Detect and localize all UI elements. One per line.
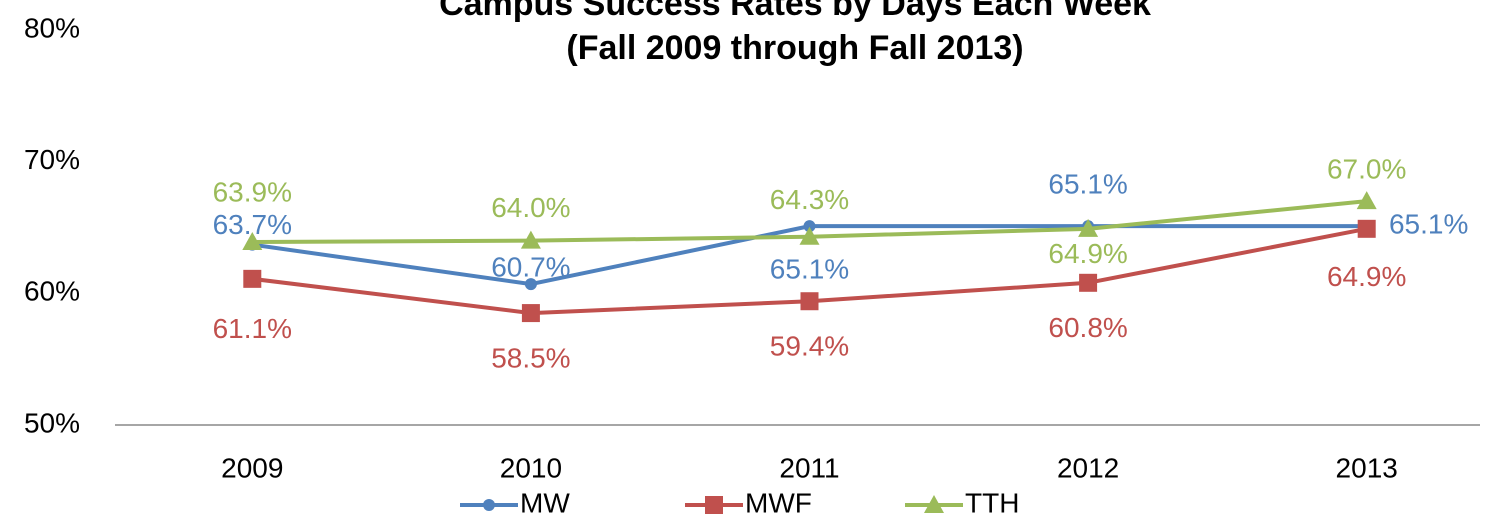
marker <box>803 220 816 233</box>
x-tick-label: 2010 <box>500 452 562 483</box>
data-label: 65.1% <box>1389 209 1468 240</box>
y-tick-label: 50% <box>24 407 80 438</box>
data-label: 64.0% <box>491 192 570 223</box>
x-tick-label: 2009 <box>221 452 283 483</box>
marker <box>1357 219 1376 238</box>
marker <box>705 496 723 514</box>
marker <box>483 499 495 511</box>
x-tick-label: 2012 <box>1057 452 1119 483</box>
legend-label: TTH <box>965 487 1019 518</box>
data-label: 59.4% <box>770 331 849 362</box>
data-label: 58.5% <box>491 342 570 373</box>
marker <box>1356 191 1377 210</box>
legend-label: MWF <box>745 487 812 518</box>
data-label: 64.9% <box>1327 261 1406 292</box>
chart-subtitle: (Fall 2009 through Fall 2013) <box>566 29 1023 67</box>
y-tick-label: 60% <box>24 276 80 307</box>
chart-title: Campus Success Rates by Days Each Week <box>439 0 1151 23</box>
data-label: 61.1% <box>213 313 292 344</box>
data-label: 63.9% <box>213 176 292 207</box>
marker <box>800 292 819 311</box>
marker <box>924 495 944 513</box>
marker <box>1079 273 1098 292</box>
data-label: 65.1% <box>1048 169 1127 200</box>
data-label: 64.9% <box>1048 238 1127 269</box>
marker <box>799 226 820 245</box>
x-tick-label: 2013 <box>1336 452 1398 483</box>
marker <box>243 269 262 288</box>
data-label: 60.7% <box>491 252 570 283</box>
legend-label: MW <box>520 487 570 518</box>
data-label: 67.0% <box>1327 154 1406 185</box>
data-label: 60.8% <box>1048 312 1127 343</box>
data-label: 65.1% <box>770 254 849 285</box>
marker <box>242 231 263 250</box>
marker <box>524 278 537 291</box>
data-label: 64.3% <box>770 184 849 215</box>
y-tick-label: 80% <box>24 12 80 43</box>
marker <box>521 304 540 323</box>
y-tick-label: 70% <box>24 144 80 175</box>
marker <box>1078 218 1099 237</box>
marker <box>520 230 541 249</box>
x-tick-label: 2011 <box>779 452 839 483</box>
